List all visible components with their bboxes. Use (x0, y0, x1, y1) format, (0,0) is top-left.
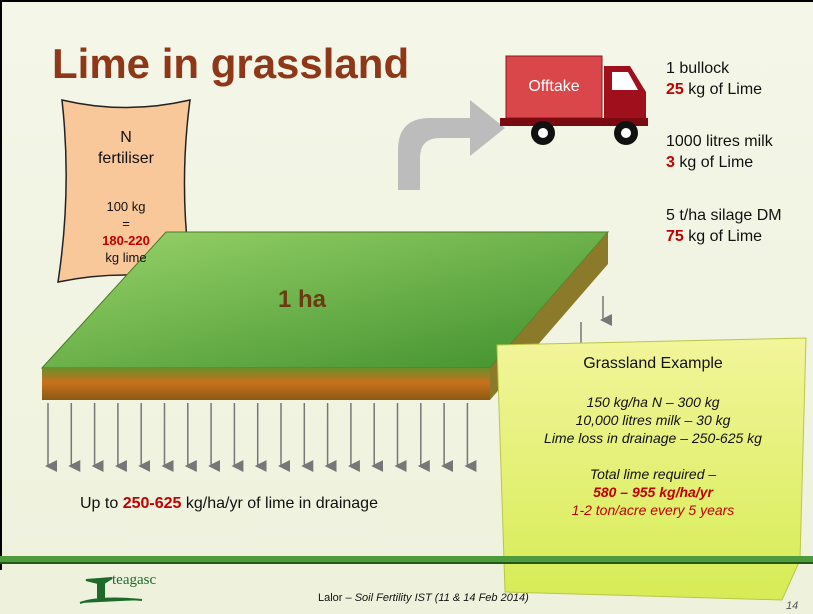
example-line: 10,000 litres milk – 30 kg (503, 411, 803, 429)
offtake-item: 5 t/ha silage DM 75 kg of Lime (666, 205, 782, 247)
offtake-name: 1000 litres milk (666, 131, 773, 152)
bag-label: N fertiliser (62, 127, 190, 169)
field-front (42, 368, 490, 400)
example-total: 580 – 955 kg/ha/yr (503, 483, 803, 501)
footer-line (0, 562, 813, 564)
hub (621, 128, 631, 138)
offtake-unit: kg of Lime (688, 228, 762, 245)
example-text: Grassland Example 150 kg/ha N – 300 kg 1… (503, 355, 803, 519)
truck-label: Offtake (506, 78, 602, 96)
drainage-prefix: Up to (80, 495, 118, 512)
offtake-amount-line: 3 kg of Lime (666, 152, 773, 173)
offtake-name: 5 t/ha silage DM (666, 205, 782, 226)
example-line: 150 kg/ha N – 300 kg (503, 393, 803, 411)
logo-text: teagasc (112, 572, 156, 589)
bag-lime-unit: kg lime (62, 249, 190, 266)
drainage-amount: 250-625 (123, 495, 182, 512)
offtake-unit: kg of Lime (688, 81, 762, 98)
offtake-amount-line: 25 kg of Lime (666, 79, 762, 100)
footer-band (0, 556, 813, 562)
example-title: Grassland Example (503, 355, 803, 373)
slide: Lime in grassland N fertiliser 100 kg = … (0, 0, 813, 614)
drainage-suffix: kg/ha/yr of lime in drainage (186, 495, 378, 512)
footer-event: Soil Fertility IST (11 & 14 Feb 2014) (355, 592, 529, 604)
example-total-label: Total lime required – (503, 465, 803, 483)
footer-author: Lalor – (318, 592, 352, 604)
curved-arrow (398, 100, 505, 190)
field-label: 1 ha (278, 286, 326, 314)
hub (538, 128, 548, 138)
example-line: Lime loss in drainage – 250-625 kg (503, 429, 803, 447)
bag-lime: 180-220 (62, 232, 190, 249)
footer-text: Lalor – Soil Fertility IST (11 & 14 Feb … (318, 592, 529, 604)
bag-line: fertiliser (62, 148, 190, 169)
offtake-unit: kg of Lime (679, 154, 753, 171)
drainage-text: Up to 250-625 kg/ha/yr of lime in draina… (80, 493, 410, 515)
offtake-amount-line: 75 kg of Lime (666, 226, 782, 247)
offtake-amount: 3 (666, 154, 675, 171)
offtake-name: 1 bullock (666, 58, 762, 79)
bag-rate: 100 kg = 180-220 kg lime (62, 198, 190, 266)
offtake-amount: 25 (666, 81, 684, 98)
example-per-acre: 1-2 ton/acre every 5 years (503, 501, 803, 519)
offtake-item: 1000 litres milk 3 kg of Lime (666, 131, 773, 173)
bag-amount: 100 kg (62, 198, 190, 215)
slide-title: Lime in grassland (52, 40, 409, 88)
bag-equals: = (62, 215, 190, 232)
bag-line: N (62, 127, 190, 148)
offtake-amount: 75 (666, 228, 684, 245)
offtake-item: 1 bullock 25 kg of Lime (666, 58, 762, 100)
page-number: 14 (786, 600, 798, 612)
